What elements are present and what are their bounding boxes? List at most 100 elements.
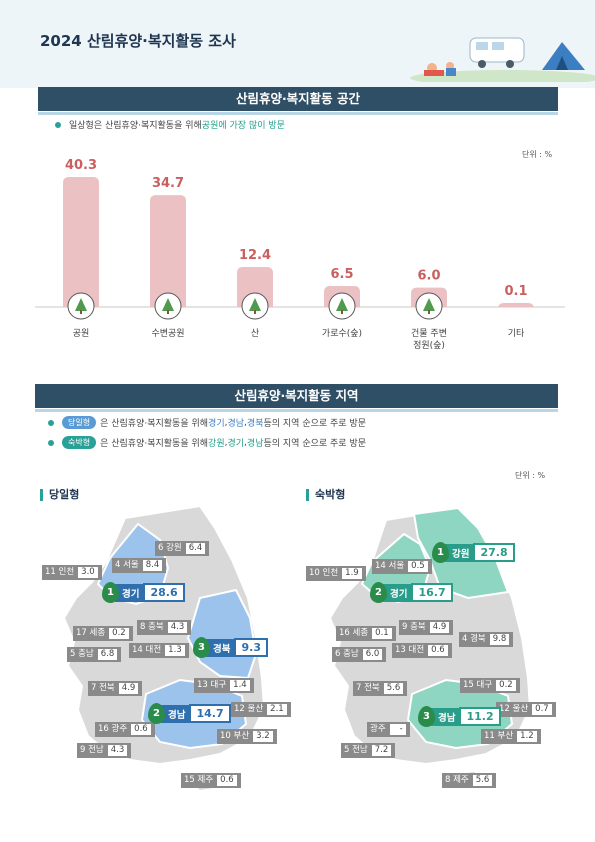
region-value: 0.5 [407,560,429,573]
day-type-pill: 당일형 [62,416,97,429]
region-name: 17 세종 [76,628,106,638]
top-region-name: 경남 [161,704,190,723]
region-name: 6 강원 [158,543,182,553]
region-value: - [388,723,407,736]
region-label: 6 충남 6.0 [332,647,387,662]
bar-value-label: 40.3 [65,158,97,173]
region-label: 14 서울 0.5 [372,559,432,574]
bar-1 [150,195,186,307]
region-label: 16 세종 0.1 [336,626,396,641]
region-name: 7 전북 [91,683,115,693]
region-value: 0.6 [130,723,152,736]
region-label: 9 충북 4.9 [399,620,454,635]
region-value: 4.9 [428,621,451,634]
top-region-value: 16.7 [411,583,453,602]
summary-day-region-2: 경남 [227,419,245,429]
region-value: 7.2 [370,744,393,757]
bar-0 [63,177,99,307]
region-label: 15 대구 0.2 [460,678,520,693]
summary-day-text-b: 등의 지역 순으로 주로 방문 [263,419,367,429]
region-value: 6.0 [361,648,384,661]
bar-value-label: 6.5 [330,267,353,282]
region-value: 4.3 [106,744,129,757]
top-region-value: 11.2 [459,707,501,726]
region-value: 6.8 [96,648,119,661]
top-region-value: 27.8 [473,543,515,562]
category-label: 건물 주변 [411,328,447,339]
region-value: 0.1 [371,627,393,640]
summary-space: 일상형은 산림휴양·복지활동을 위해 공원에 가장 많이 방문 [55,118,285,131]
summary-separator: , [224,417,228,428]
region-label: 5 충남 6.8 [67,647,122,662]
region-value: 8.4 [141,559,164,572]
region-label: 13 대전 0.6 [392,643,452,658]
stay-map-heading: 숙박형 [306,489,345,501]
region-value: 0.2 [495,679,517,692]
region-name: 13 대구 [197,680,227,690]
region-label: 17 세종 0.2 [73,626,133,641]
region-value: 5.6 [382,682,405,695]
summary-stay-region-2: 경기 [227,439,245,449]
unit-label-region: 단위 : % [515,471,546,480]
rank-badge: 2 [148,703,165,724]
region-value: 4.3 [166,621,189,634]
bar-value-label: 0.1 [504,284,527,299]
stay-type-pill: 숙박형 [62,436,97,449]
region-value: 3.0 [77,566,99,579]
section-title-region: 산림휴양·복지활동 지역 [35,384,558,412]
summary-separator: , [244,417,247,428]
region-name: 10 인천 [309,568,339,578]
top-region-name: 경남 [431,707,460,726]
region-value: 5.6 [471,774,494,787]
region-value: 3.2 [252,730,274,743]
rank-badge: 2 [370,582,387,603]
region-name: 12 울산 [234,704,264,714]
region-value: 0.6 [216,774,238,787]
rank-badge: 3 [193,637,210,658]
top-region-stay-3: 3 경남 11.2 [418,706,501,727]
region-value: 0.2 [108,627,130,640]
region-value: 1.9 [341,567,363,580]
region-name: 7 전북 [356,683,380,693]
rank-badge: 1 [102,582,119,603]
top-region-value: 14.7 [189,704,231,723]
summary-separator: , [244,437,247,448]
region-value: 1.3 [164,644,186,657]
category-label: 수변공원 [151,328,184,339]
rank-badge: 1 [432,542,449,563]
summary-separator: , [224,437,228,448]
space-bar-chart: 40.3 공원 34.7 수변공원 12.4 산 6.5 가로수(숲) 6.0 건물 주변정원(숲… [35,158,565,351]
region-name: 14 서울 [375,561,405,571]
region-name: 10 부산 [220,731,250,741]
page-title: 2024 산림휴양·복지활동 조사 [40,32,236,50]
unit-label-space: 단위 : % [522,150,553,159]
region-label: 13 대구 1.4 [194,678,254,693]
region-name: 13 대전 [395,645,425,655]
summary-day-region-1: 경기 [208,419,225,429]
region-label: 11 부산 1.2 [481,729,541,744]
day-map-heading: 당일형 [40,489,79,501]
building-garden-icon [415,292,443,320]
top-region-stay-2: 2 경기 16.7 [370,582,453,603]
bullet-dot [48,419,54,426]
category-label: 공원 [73,328,90,339]
region-name: 11 인천 [45,567,75,577]
summary-space-highlight: 공원에 가장 많이 방문 [201,121,285,131]
region-name: 15 대구 [463,680,493,690]
region-name: 8 제주 [445,775,469,785]
region-label: 4 경북 9.8 [459,632,514,647]
region-label: 9 전남 4.3 [77,743,132,758]
region-label: 12 울산 0.7 [496,702,556,717]
top-region-name: 경기 [115,583,144,602]
region-name: 15 제주 [184,775,214,785]
category-label: 기타 [508,328,525,339]
region-value: 6.4 [184,542,207,555]
summary-stay-region-1: 강원 [208,439,225,449]
street-trees-icon [328,292,356,320]
region-label: 4 서울 8.4 [112,558,167,573]
region-label: 7 전북 4.9 [88,681,143,696]
region-name: 16 세종 [339,628,369,638]
section-title-space: 산림휴양·복지활동 공간 [38,87,558,115]
mountain-icon [241,292,269,320]
summary-day: 당일형 은 산림휴양·복지활동을 위해 경기, 경남, 경북 등의 지역 순으로… [48,416,366,429]
